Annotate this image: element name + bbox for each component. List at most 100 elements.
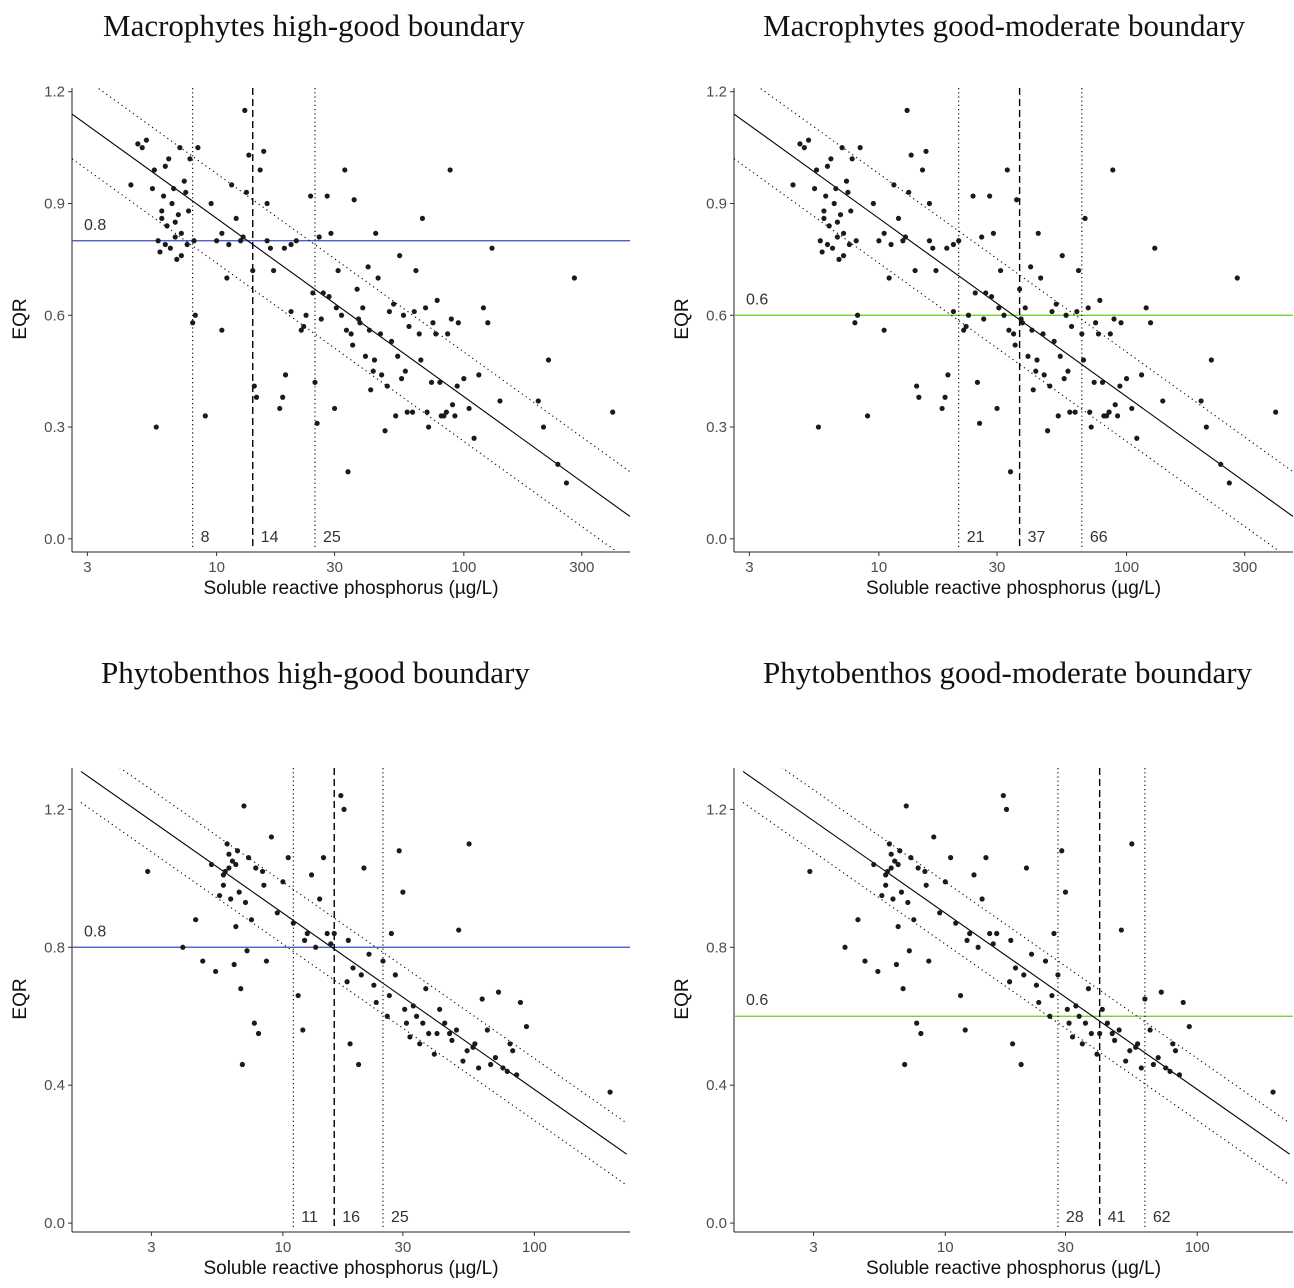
data-point <box>836 256 842 262</box>
data-point <box>239 1061 245 1068</box>
data-point <box>829 245 836 251</box>
data-point <box>220 882 227 888</box>
data-point <box>295 992 301 999</box>
lower-band-line <box>742 802 1290 1186</box>
data-point <box>460 1058 466 1064</box>
data-point <box>426 1030 432 1037</box>
data-point <box>883 872 889 878</box>
data-point <box>607 1089 613 1095</box>
data-point <box>956 238 962 244</box>
data-point <box>348 331 354 337</box>
data-point <box>171 185 177 192</box>
threshold-label: 66 <box>1090 529 1108 546</box>
data-point <box>248 917 255 923</box>
data-point <box>1118 927 1124 933</box>
x-tick-label: 10 <box>937 1239 954 1256</box>
y-tick-label: 1.2 <box>706 84 727 101</box>
data-point <box>242 107 248 113</box>
data-point <box>914 1020 920 1026</box>
y-axis-label: EQR <box>10 978 31 1019</box>
data-point <box>886 841 892 847</box>
data-point <box>1018 316 1024 322</box>
x-tick-label: 100 <box>522 1239 547 1256</box>
data-point <box>143 137 150 143</box>
data-point <box>377 331 384 337</box>
data-point <box>355 316 362 322</box>
data-point <box>187 156 193 162</box>
data-point <box>545 357 552 363</box>
data-point <box>517 999 524 1006</box>
data-point <box>1167 1068 1173 1075</box>
y-axis-label: EQR <box>672 298 693 339</box>
data-point <box>350 342 356 348</box>
data-point <box>881 327 887 333</box>
data-point <box>1127 1048 1133 1054</box>
data-point <box>308 872 315 878</box>
data-point <box>219 327 225 333</box>
data-point <box>942 394 948 400</box>
data-point <box>1076 1013 1082 1019</box>
data-point <box>356 1061 362 1068</box>
data-point <box>302 937 308 943</box>
data-point <box>220 872 227 878</box>
y-tick-label: 1.2 <box>706 801 727 818</box>
data-point <box>397 253 403 259</box>
data-point <box>320 290 326 296</box>
data-point <box>242 899 249 906</box>
data-point <box>852 320 858 326</box>
data-point <box>853 238 859 244</box>
data-point <box>930 245 936 251</box>
data-point <box>944 245 950 251</box>
data-point <box>1009 1041 1016 1047</box>
data-point <box>277 405 283 412</box>
data-point <box>514 1072 520 1078</box>
data-point <box>195 145 201 151</box>
data-point <box>976 420 983 426</box>
data-point <box>988 294 995 300</box>
data-point <box>939 405 945 412</box>
data-point <box>994 405 1000 412</box>
data-point <box>1033 368 1039 374</box>
plot-area <box>734 768 1293 1230</box>
data-point <box>1170 1041 1176 1047</box>
data-point <box>834 234 841 240</box>
data-point <box>1014 197 1020 203</box>
data-point <box>471 435 477 441</box>
data-point <box>145 868 151 875</box>
data-point <box>169 200 175 207</box>
data-point <box>813 167 820 173</box>
data-point <box>285 855 291 861</box>
y-tick-label: 1.2 <box>44 84 65 101</box>
data-point <box>1065 368 1071 374</box>
data-point <box>1129 841 1135 847</box>
data-point <box>480 305 487 311</box>
data-point <box>948 855 954 861</box>
data-point <box>424 409 430 415</box>
data-point <box>1180 999 1186 1006</box>
data-point <box>1111 316 1117 322</box>
data-point <box>563 480 570 486</box>
data-point <box>1147 320 1154 326</box>
y-tick-label: 0.0 <box>44 531 65 548</box>
data-point <box>331 405 338 412</box>
data-point <box>821 208 827 214</box>
data-point <box>151 167 157 173</box>
data-point <box>1112 1037 1118 1043</box>
regression-line <box>734 113 1293 517</box>
data-point <box>404 409 410 415</box>
data-point <box>886 275 892 281</box>
data-point <box>442 1020 448 1026</box>
data-point <box>1099 379 1106 385</box>
data-point <box>181 178 187 184</box>
data-point <box>430 320 436 326</box>
threshold-label: 25 <box>323 529 341 546</box>
x-tick-label: 3 <box>745 559 753 576</box>
data-point <box>975 944 981 950</box>
data-point <box>1150 1061 1156 1068</box>
data-point <box>331 930 337 937</box>
data-point <box>1203 424 1209 430</box>
data-point <box>422 305 429 311</box>
data-point <box>183 189 189 195</box>
data-point <box>987 930 993 937</box>
